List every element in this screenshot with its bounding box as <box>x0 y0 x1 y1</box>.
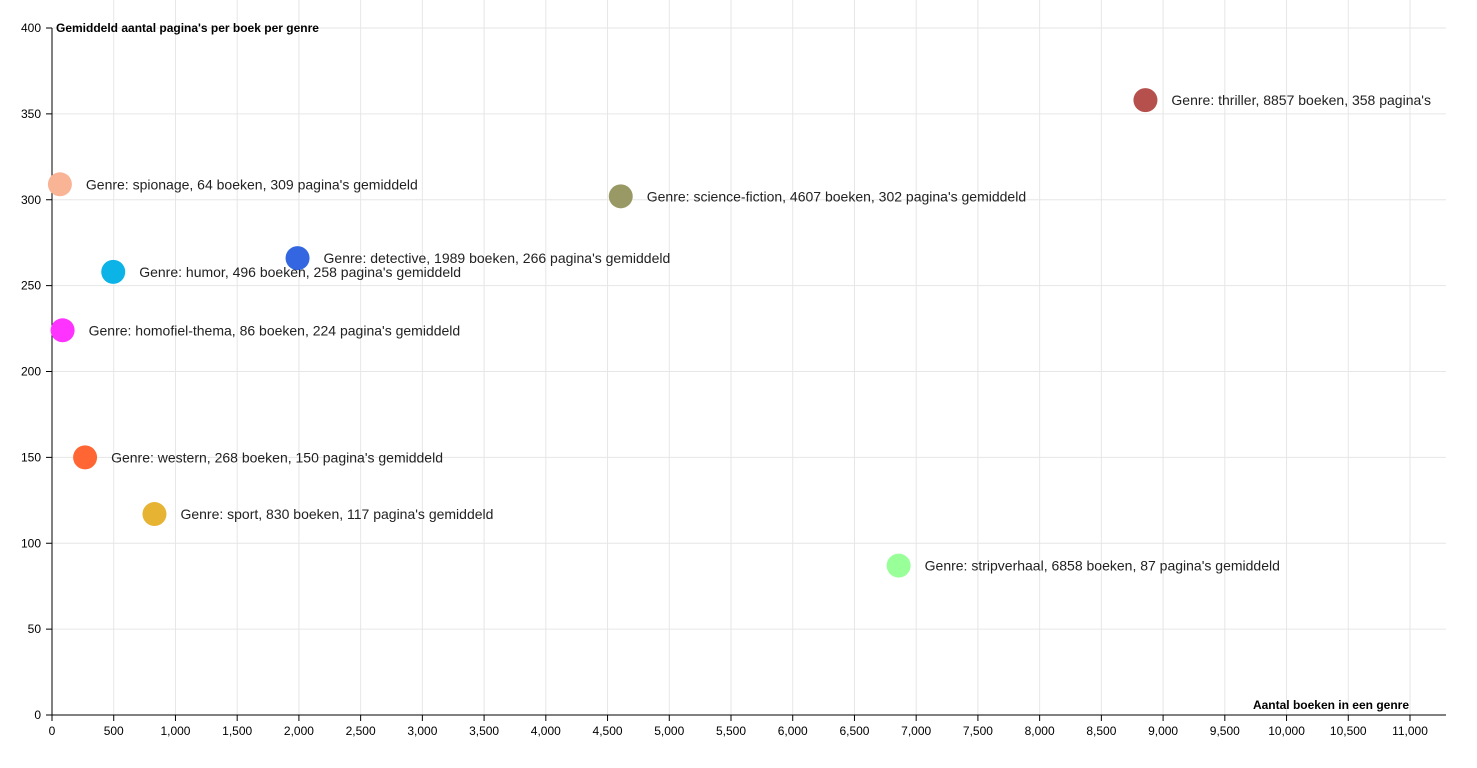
data-point-label: Genre: thriller, 8857 boeken, 358 pagina… <box>1171 92 1431 108</box>
data-point[interactable] <box>608 184 633 209</box>
data-point-label: Genre: homofiel-thema, 86 boeken, 224 pa… <box>89 322 461 338</box>
y-tick-label: 250 <box>21 279 41 293</box>
x-tick-label: 5,500 <box>716 724 746 738</box>
data-point[interactable] <box>886 553 911 578</box>
y-tick-label: 200 <box>21 365 41 379</box>
data-point-label: Genre: sport, 830 boeken, 117 pagina's g… <box>180 506 493 522</box>
x-tick-label: 7,000 <box>901 724 931 738</box>
x-tick-label: 4,500 <box>593 724 623 738</box>
y-axis-title: Gemiddeld aantal pagina's per boek per g… <box>56 21 319 35</box>
data-points: Genre: thriller, 8857 boeken, 358 pagina… <box>47 88 1431 578</box>
data-point-group: Genre: thriller, 8857 boeken, 358 pagina… <box>1133 88 1431 113</box>
x-tick-label: 11,000 <box>1392 724 1428 738</box>
x-axis-title: Aantal boeken in een genre <box>1253 698 1409 712</box>
data-point-group: Genre: stripverhaal, 6858 boeken, 87 pag… <box>886 553 1280 578</box>
y-tick-label: 100 <box>21 536 41 550</box>
x-tick-label: 2,000 <box>284 724 314 738</box>
data-point[interactable] <box>142 502 167 527</box>
x-tick-label: 5,000 <box>654 724 684 738</box>
data-point-label: Genre: spionage, 64 boeken, 309 pagina's… <box>86 176 418 192</box>
x-tick-label: 0 <box>49 724 56 738</box>
data-point-group: Genre: sport, 830 boeken, 117 pagina's g… <box>142 502 493 527</box>
y-tick-label: 0 <box>34 708 41 722</box>
data-point[interactable] <box>47 172 72 197</box>
x-tick-label: 6,500 <box>839 724 869 738</box>
y-tick-label: 50 <box>28 622 42 636</box>
x-tick-label: 1,500 <box>222 724 252 738</box>
data-point-label: Genre: detective, 1989 boeken, 266 pagin… <box>324 250 671 266</box>
x-tick-label: 7,500 <box>963 724 993 738</box>
x-tick-label: 10,500 <box>1330 724 1367 738</box>
data-point-label: Genre: humor, 496 boeken, 258 pagina's g… <box>139 264 461 280</box>
y-tick-label: 150 <box>21 450 41 464</box>
data-point-group: Genre: spionage, 64 boeken, 309 pagina's… <box>47 172 418 197</box>
data-point-group: Genre: detective, 1989 boeken, 266 pagin… <box>285 246 671 271</box>
x-tick-label: 8,000 <box>1025 724 1055 738</box>
x-tick-label: 9,500 <box>1210 724 1240 738</box>
chart-grid <box>52 0 1446 715</box>
y-tick-label: 300 <box>21 193 41 207</box>
x-tick-label: 3,000 <box>407 724 437 738</box>
x-tick-label: 4,000 <box>531 724 561 738</box>
data-point-group: Genre: western, 268 boeken, 150 pagina's… <box>73 445 443 470</box>
data-point[interactable] <box>285 246 310 271</box>
data-point-label: Genre: science-fiction, 4607 boeken, 302… <box>647 188 1026 204</box>
data-point-label: Genre: western, 268 boeken, 150 pagina's… <box>111 449 443 465</box>
x-tick-label: 8,500 <box>1086 724 1116 738</box>
data-point[interactable] <box>101 259 126 284</box>
data-point-label: Genre: stripverhaal, 6858 boeken, 87 pag… <box>925 558 1280 574</box>
x-tick-label: 2,500 <box>346 724 376 738</box>
data-point-group: Genre: homofiel-thema, 86 boeken, 224 pa… <box>50 318 461 343</box>
x-tick-label: 9,000 <box>1148 724 1178 738</box>
x-tick-label: 3,500 <box>469 724 499 738</box>
data-point[interactable] <box>73 445 98 470</box>
x-tick-label: 10,000 <box>1268 724 1305 738</box>
x-axis: 0 500 1,000 1,500 2,000 2,500 3,000 3,500 4,000 4… <box>49 714 1446 738</box>
x-tick-label: 500 <box>104 724 124 738</box>
data-point-group: Genre: science-fiction, 4607 boeken, 302… <box>608 184 1026 209</box>
data-point[interactable] <box>50 318 75 343</box>
y-tick-label: 400 <box>21 21 41 35</box>
data-point[interactable] <box>1133 88 1158 113</box>
y-axis: 0 50 100 150 200 250 300 350 400 <box>21 21 53 722</box>
data-point-group: Genre: humor, 496 boeken, 258 pagina's g… <box>101 259 461 284</box>
x-tick-label: 6,000 <box>778 724 808 738</box>
x-tick-label: 1,000 <box>160 724 190 738</box>
y-tick-label: 350 <box>21 107 41 121</box>
